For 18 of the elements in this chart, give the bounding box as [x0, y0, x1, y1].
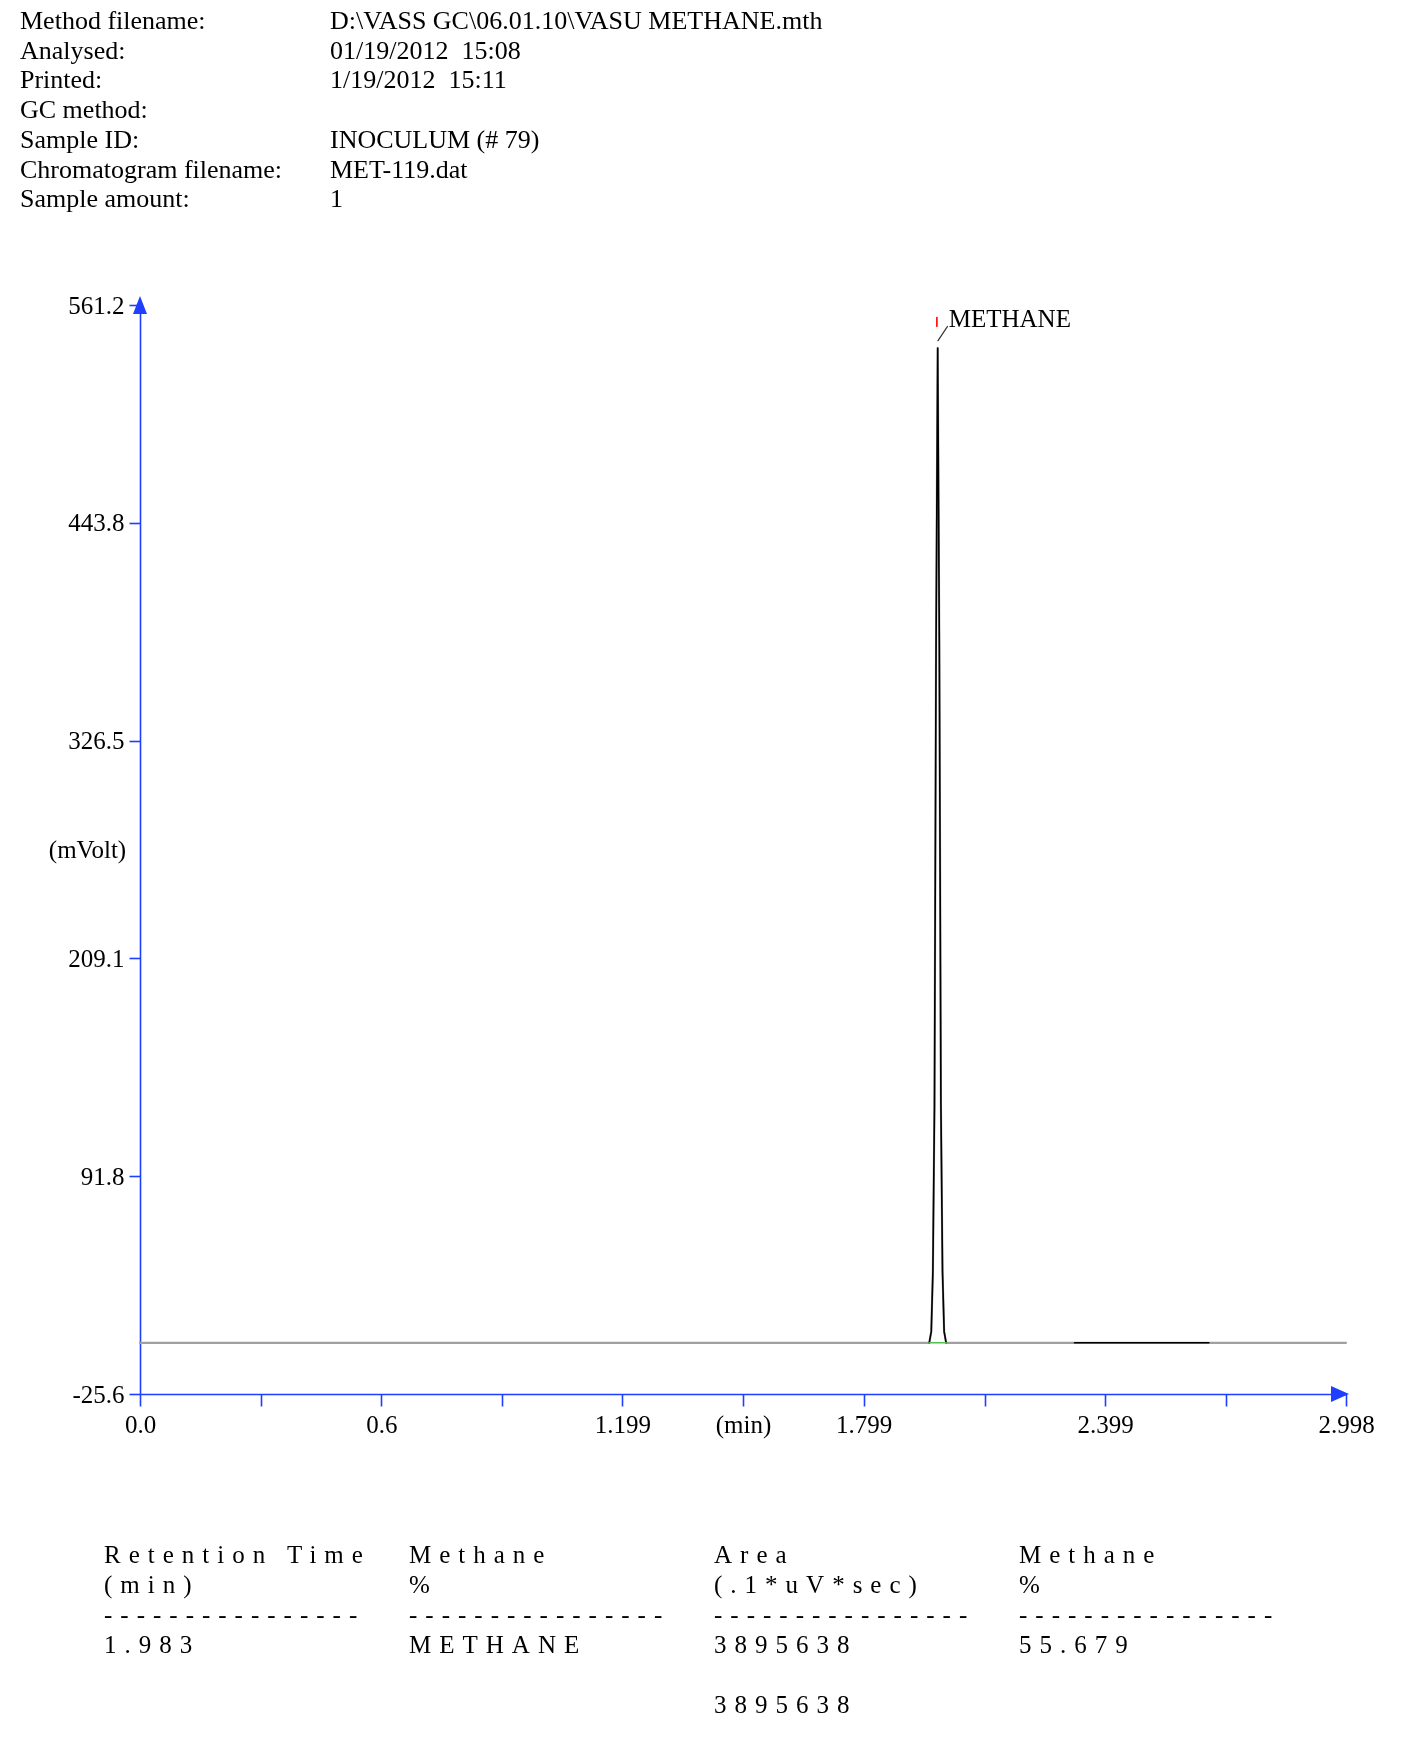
y-tick-label: 443.8 [68, 509, 125, 537]
y-tick-label: 91.8 [80, 1162, 125, 1190]
y-tick-label: 326.5 [68, 727, 125, 755]
x-tick-label: 1.199 [594, 1410, 651, 1438]
y-tick-label: -25.6 [72, 1380, 125, 1408]
y-tick-label: 209.1 [68, 944, 125, 972]
x-tick-label: 2.998 [1318, 1410, 1375, 1438]
x-tick-label: 0.0 [124, 1410, 157, 1438]
line-series [928, 347, 947, 1344]
chart-subtitle: Method filename: D:\VASS GC\06.01.10\VASU METHANE.mth Analysed: 01/19/2012 15:08 Printed: 1/19/2012 15:11 GC method: Sample ID: INOCULUM (# 79) Chromatogram filename: MET-119.dat Sample amount: 1 [20, 6, 823, 214]
y-tick-label: 561.2 [68, 291, 125, 319]
text: Retention Time Methane Area Methane (min) % (.1*uV*sec) % ---------------- ---------------- ---------------- ---------------- 1.983 METHANE 3895638 55.679 3895638 [104, 1541, 1281, 1718]
annotation: METHANE [948, 305, 1071, 333]
x-tick-label: 1.799 [836, 1410, 893, 1438]
x-axis-title: (min) [715, 1410, 772, 1439]
y-axis-title: (mVolt) [48, 836, 127, 864]
x-tick-label: 0.6 [366, 1410, 398, 1438]
x-tick-label: 2.399 [1077, 1410, 1134, 1438]
